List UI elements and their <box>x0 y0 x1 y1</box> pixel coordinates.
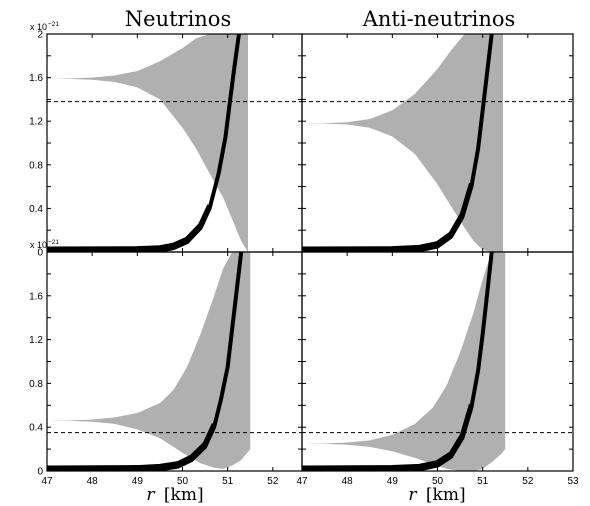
xtick-label-bottom-left: 51 <box>222 476 234 487</box>
plot-area-top-right <box>302 34 573 252</box>
plot-area-bottom-left <box>47 252 302 471</box>
exponent-power: −21 <box>48 21 59 28</box>
xtick-label-bottom-right: 47 <box>296 476 308 487</box>
exponent-power: −21 <box>48 239 59 246</box>
xtick-label-bottom-left: 52 <box>267 476 279 487</box>
xlabel-right-unit: [km] <box>426 485 466 505</box>
xtick-label-bottom-right: 49 <box>387 476 399 487</box>
envelope-band-top-right <box>302 34 503 252</box>
envelope-band-bottom-right <box>302 252 506 471</box>
title-neutrinos: Neutrinos <box>125 7 231 31</box>
xtick-label-bottom-left: 48 <box>87 476 99 487</box>
title-anti-neutrinos: Anti-neutrinos <box>362 7 516 31</box>
black-curve-base-top-left <box>47 204 212 252</box>
plot-area-top-left <box>47 34 302 252</box>
ytick-label-top-left: 2 <box>37 30 43 41</box>
xlabel-right: r [km] <box>408 485 465 505</box>
xtick-label-bottom-right: 51 <box>477 476 489 487</box>
ytick-label-top-left: 0.8 <box>29 160 43 171</box>
exponent-base: x 10 <box>30 240 47 250</box>
title-layer: Neutrinos Anti-neutrinos <box>125 7 516 31</box>
xlabel-left-var: r <box>146 485 155 505</box>
xtick-label-bottom-left: 50 <box>177 476 189 487</box>
xtick-label-bottom-right: 50 <box>432 476 444 487</box>
plot-area-bottom-right <box>302 252 573 471</box>
ytick-label-top-left: 1.2 <box>29 117 43 128</box>
ytick-label-top-left: 0.4 <box>29 204 43 215</box>
exponent-label-bottom-left: x 10−21 <box>30 239 59 250</box>
xtick-label-bottom-right: 52 <box>522 476 534 487</box>
panel-bottom-right: 47 48 49 50 51 52 53 <box>296 251 579 487</box>
panel-top-right <box>301 33 574 253</box>
exponent-base: x 10 <box>30 22 47 32</box>
xtick-label-bottom-right: 53 <box>567 476 579 487</box>
xlabel-right-var: r <box>408 485 417 505</box>
xlabel-layer: r [km] r [km] <box>146 485 465 505</box>
ytick-label-bottom-left: 1.6 <box>29 291 43 302</box>
panel-top-left: 00.40.81.21.62x 10−21 <box>29 21 303 259</box>
xtick-label-bottom-left: 49 <box>132 476 144 487</box>
ytick-label-bottom-left: 0 <box>37 467 43 478</box>
xtick-label-bottom-left: 47 <box>41 476 53 487</box>
ytick-label-bottom-left: 0.4 <box>29 423 43 434</box>
ytick-label-top-left: 1.6 <box>29 73 43 84</box>
ytick-label-bottom-left: 1.2 <box>29 335 43 346</box>
ytick-label-bottom-left: 0.8 <box>29 379 43 390</box>
xlabel-left-unit: [km] <box>164 485 204 505</box>
envelope-band-bottom-left <box>47 252 251 469</box>
panel-bottom-left: 0 0.4 0.8 1.2 1.6 47 48 49 50 51 52 x 10−21 <box>29 239 303 487</box>
xtick-label-bottom-right: 48 <box>342 476 354 487</box>
exponent-label-top-left: x 10−21 <box>30 21 59 32</box>
xlabel-left: r [km] <box>146 485 203 505</box>
envelope-band-top-left <box>47 34 248 252</box>
ytick-label-top-left: 0 <box>37 248 43 259</box>
